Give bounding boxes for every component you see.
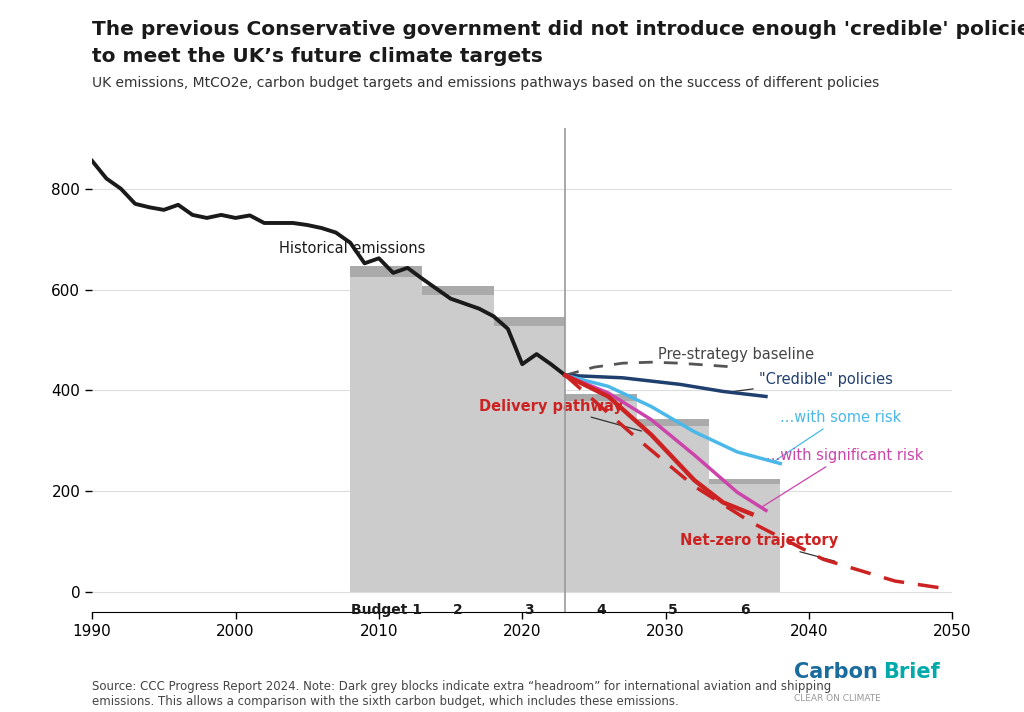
Text: CLEAR ON CLIMATE: CLEAR ON CLIMATE — [794, 694, 881, 703]
Text: 6: 6 — [739, 603, 750, 617]
Bar — [350, 277, 422, 592]
Text: Source: CCC Progress Report 2024. Note: Dark grey blocks indicate extra “headroo: Source: CCC Progress Report 2024. Note: … — [92, 681, 831, 708]
Text: 4: 4 — [596, 603, 606, 617]
Text: ...with some risk: ...with some risk — [775, 409, 901, 461]
Text: Net-zero trajectory: Net-zero trajectory — [680, 533, 838, 561]
Text: ...with significant risk: ...with significant risk — [761, 448, 924, 508]
Text: 5: 5 — [668, 603, 678, 617]
Text: Historical emissions: Historical emissions — [279, 241, 425, 256]
Bar — [494, 326, 565, 592]
Text: 3: 3 — [524, 603, 535, 617]
Text: Delivery pathway: Delivery pathway — [479, 399, 641, 431]
Bar — [565, 394, 637, 400]
Bar — [709, 478, 780, 483]
Text: UK emissions, MtCO2e, carbon budget targets and emissions pathways based on the : UK emissions, MtCO2e, carbon budget targ… — [92, 76, 880, 90]
Bar — [637, 419, 709, 426]
Text: "Credible" policies: "Credible" policies — [733, 372, 893, 392]
Bar — [422, 295, 494, 592]
Bar — [494, 318, 565, 326]
Bar — [709, 483, 780, 592]
Bar — [637, 426, 709, 592]
Bar — [565, 400, 637, 592]
Text: to meet the UK’s future climate targets: to meet the UK’s future climate targets — [92, 47, 543, 66]
Text: The previous Conservative government did not introduce enough 'credible' policie: The previous Conservative government did… — [92, 20, 1024, 39]
Text: Pre-strategy baseline: Pre-strategy baseline — [658, 347, 814, 362]
Bar — [422, 286, 494, 295]
Bar — [350, 266, 422, 277]
Text: Carbon: Carbon — [794, 662, 878, 682]
Text: Brief: Brief — [883, 662, 939, 682]
Text: Budget 1: Budget 1 — [350, 603, 422, 617]
Text: 2: 2 — [453, 603, 463, 617]
